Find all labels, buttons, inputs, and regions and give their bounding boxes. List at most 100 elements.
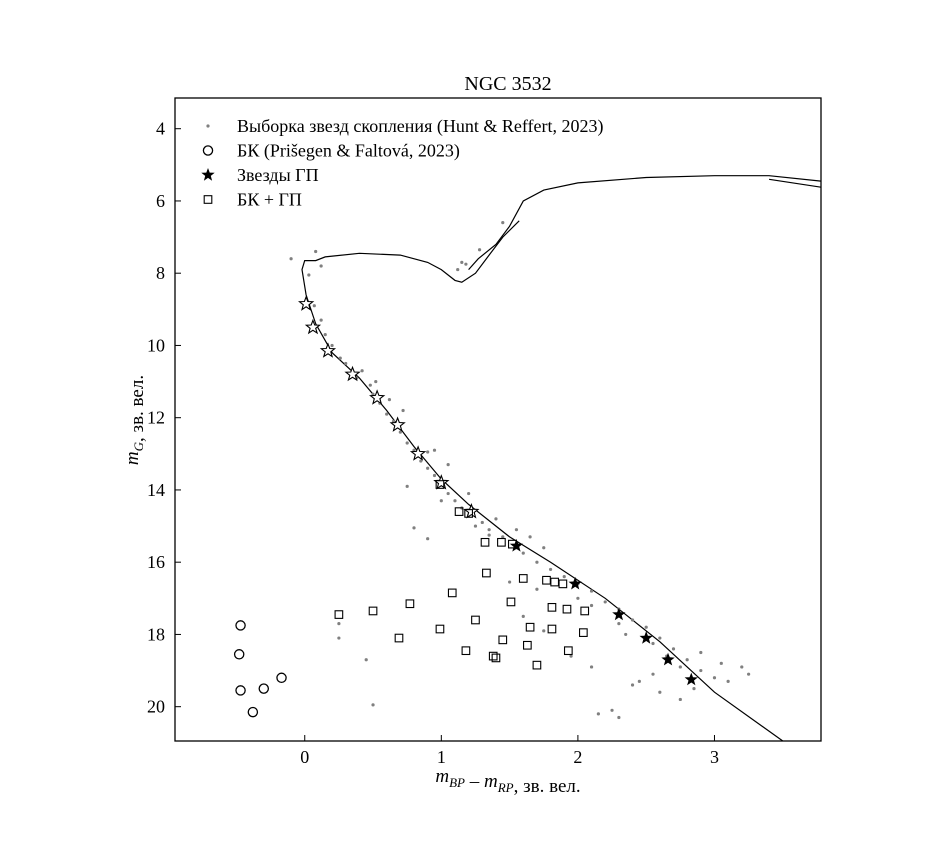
- legend-marker: [201, 168, 215, 181]
- dot-point: [432, 473, 437, 478]
- dot-point: [419, 459, 423, 463]
- open-square-point: [368, 606, 378, 616]
- dot-point: [617, 621, 621, 626]
- open-square-point: [480, 537, 490, 547]
- open-star-point: [409, 445, 427, 461]
- dot-point: [658, 690, 662, 694]
- open-star-point: [319, 342, 337, 358]
- dot-point: [426, 466, 430, 470]
- dot-point: [521, 551, 525, 555]
- open-star-point: [389, 416, 406, 432]
- dot-point: [678, 665, 682, 669]
- open-square-point: [471, 615, 480, 625]
- dot-point: [487, 533, 491, 537]
- dot-point: [692, 687, 696, 691]
- dot-point: [405, 484, 409, 488]
- dot-point: [453, 499, 457, 503]
- dot-point: [630, 618, 635, 622]
- dot-point: [719, 661, 723, 665]
- open-square-point: [464, 509, 473, 518]
- dot-point: [360, 369, 364, 373]
- dot-point: [487, 528, 491, 532]
- open-square-point: [497, 537, 506, 547]
- dot-point: [658, 636, 662, 640]
- open-square-point: [507, 539, 517, 549]
- dot-point: [364, 658, 368, 662]
- dot-point: [542, 546, 546, 550]
- open-square-point: [454, 507, 464, 516]
- chart-title: NGC 3532: [464, 73, 551, 95]
- dot-point: [528, 535, 532, 539]
- dot-point: [637, 679, 641, 683]
- filled-star-point: [612, 607, 626, 621]
- open-square-point: [580, 606, 590, 616]
- open-square-point: [518, 574, 528, 583]
- legend-label: Выборка звезд скопления (Hunt & Reffert,…: [237, 116, 603, 137]
- open-square-point: [547, 602, 557, 612]
- open-square-point: [550, 577, 560, 587]
- dot-point: [651, 641, 655, 646]
- dot-point: [426, 537, 430, 541]
- open-star-point: [304, 318, 322, 335]
- dot-point: [548, 567, 553, 572]
- dot-point: [312, 304, 316, 308]
- dot-point: [610, 708, 614, 712]
- dot-point: [685, 658, 689, 662]
- dot-point: [521, 614, 525, 618]
- y-tick-label: 18: [147, 624, 165, 644]
- open-square-point: [562, 604, 572, 614]
- dot-point: [401, 408, 405, 413]
- dot-point: [589, 665, 594, 669]
- open-circle-point: [247, 706, 259, 718]
- dot-point: [337, 636, 341, 640]
- dot-point: [464, 262, 468, 266]
- dot-point: [330, 343, 334, 348]
- dot-point: [562, 575, 566, 579]
- dot-point: [671, 647, 676, 651]
- y-tick-label: 10: [147, 335, 165, 355]
- dot-point: [603, 600, 607, 604]
- dot-point: [338, 356, 342, 360]
- x-axis-label: mBP – mRP, зв. вел.: [435, 766, 580, 797]
- legend-marker: [206, 124, 210, 128]
- dot-point: [398, 430, 402, 434]
- open-circle-point: [233, 649, 245, 660]
- isochrone-giant-branch: [468, 175, 821, 270]
- dot-point: [412, 526, 416, 530]
- dot-point: [323, 333, 327, 337]
- dot-point: [289, 257, 293, 261]
- dot-point: [307, 273, 311, 277]
- open-square-point: [491, 653, 501, 663]
- open-square-point: [547, 624, 557, 634]
- open-square-point: [579, 628, 588, 637]
- open-square-point: [558, 579, 568, 589]
- open-star-point: [298, 295, 315, 311]
- dot-point: [678, 697, 682, 702]
- dot-point: [477, 248, 482, 252]
- y-tick-label: 8: [156, 263, 165, 283]
- open-square-point: [435, 624, 445, 634]
- open-star-point: [344, 365, 361, 382]
- dot-point: [467, 491, 471, 496]
- isochrone-tail: [769, 178, 821, 188]
- x-tick-label: 1: [437, 747, 446, 767]
- x-tick-label: 3: [710, 747, 719, 767]
- dot-point: [337, 621, 341, 626]
- x-tick-label: 2: [573, 747, 582, 767]
- dot-point: [314, 249, 318, 254]
- dot-point: [740, 665, 744, 669]
- filled-star-point: [639, 631, 653, 644]
- y-axis-label: mG, зв. вел.: [122, 375, 148, 465]
- open-circle-point: [276, 672, 287, 684]
- dot-point: [514, 528, 519, 532]
- dot-point: [501, 221, 505, 225]
- legend-marker: [203, 195, 213, 204]
- dot-point: [460, 260, 464, 264]
- filled-star-point: [568, 576, 582, 590]
- open-square-point: [394, 633, 404, 643]
- dot-point: [542, 629, 546, 633]
- open-square-point: [523, 640, 532, 650]
- dot-point: [501, 535, 505, 539]
- y-tick-label: 6: [156, 191, 165, 211]
